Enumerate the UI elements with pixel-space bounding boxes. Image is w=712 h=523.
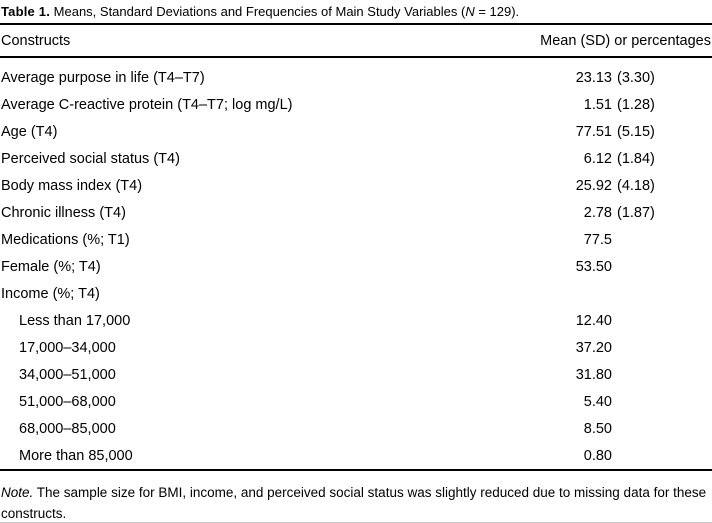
- value-mean: 23.13: [575, 69, 612, 86]
- table-number: Table 1.: [1, 4, 51, 19]
- construct-label: More than 85,000: [19, 447, 133, 464]
- table-row-income-bracket: 68,000–85,000 8.50: [0, 415, 712, 442]
- bottom-rule: [0, 469, 712, 471]
- table-row-income-bracket: 34,000–51,000 31.80: [0, 361, 712, 388]
- value-sd: (3.30): [617, 69, 655, 86]
- table-header-row: Constructs Mean (SD) or percentages: [0, 25, 712, 56]
- table-row: Body mass index (T4) 25.92 (4.18): [0, 172, 712, 199]
- sample-size-symbol: N: [465, 4, 475, 19]
- value-mean: 6.12: [583, 150, 612, 167]
- table-row: Chronic illness (T4) 2.78 (1.87): [0, 199, 712, 226]
- value-sd: (5.15): [617, 123, 655, 140]
- construct-label: Age (T4): [1, 123, 58, 140]
- construct-label: Perceived social status (T4): [1, 150, 180, 167]
- table-caption-suffix: = 129).: [474, 4, 520, 19]
- value-sd: (4.18): [617, 177, 655, 194]
- value-sd: (1.84): [617, 150, 655, 167]
- table-row: Average purpose in life (T4–T7) 23.13 (3…: [0, 64, 712, 91]
- table-note: Note. The sample size for BMI, income, a…: [0, 482, 712, 523]
- construct-label: Female (%; T4): [1, 258, 101, 275]
- top-rule: [0, 23, 712, 25]
- value-mean: 0.80: [583, 447, 612, 464]
- header-rule: [0, 56, 712, 58]
- value-mean: 53.50: [575, 258, 612, 275]
- table-row: Perceived social status (T4) 6.12 (1.84): [0, 145, 712, 172]
- value-mean: 1.51: [583, 96, 612, 113]
- value-mean: 2.78: [583, 204, 612, 221]
- value-mean: 12.40: [575, 312, 612, 329]
- construct-label: Income (%; T4): [1, 285, 100, 302]
- table-caption: Table 1. Means, Standard Deviations and …: [0, 0, 712, 23]
- value-mean: 77.51: [575, 123, 612, 140]
- value-mean: 37.20: [575, 339, 612, 356]
- construct-label: 51,000–68,000: [19, 393, 116, 410]
- construct-label: Chronic illness (T4): [1, 204, 126, 221]
- table-row: Female (%; T4) 53.50: [0, 253, 712, 280]
- construct-label: Body mass index (T4): [1, 177, 143, 194]
- construct-label: Medications (%; T1): [1, 231, 130, 248]
- header-constructs: Constructs: [1, 32, 71, 49]
- value-mean: 77.5: [583, 231, 612, 248]
- table-row-income-bracket: 51,000–68,000 5.40: [0, 388, 712, 415]
- table-row: Medications (%; T1) 77.5: [0, 226, 712, 253]
- note-label: Note.: [1, 485, 34, 500]
- construct-label: 68,000–85,000: [19, 420, 116, 437]
- construct-label: Less than 17,000: [19, 312, 131, 329]
- table-row: Age (T4) 77.51 (5.15): [0, 118, 712, 145]
- construct-label: 34,000–51,000: [19, 366, 116, 383]
- note-text: The sample size for BMI, income, and per…: [1, 485, 707, 521]
- construct-label: Average C-reactive protein (T4–T7; log m…: [1, 96, 293, 113]
- value-mean: 25.92: [575, 177, 612, 194]
- value-mean: 31.80: [575, 366, 612, 383]
- table-body: Average purpose in life (T4–T7) 23.13 (3…: [0, 58, 712, 469]
- value-mean: 8.50: [583, 420, 612, 437]
- table-row-income-bracket: More than 85,000 0.80: [0, 442, 712, 469]
- table-row-income-bracket: Less than 17,000 12.40: [0, 307, 712, 334]
- value-mean: 5.40: [583, 393, 612, 410]
- value-sd: (1.87): [617, 204, 655, 221]
- table-caption-text: Means, Standard Deviations and Frequenci…: [50, 4, 466, 19]
- header-values: Mean (SD) or percentages: [540, 32, 711, 49]
- construct-label: 17,000–34,000: [19, 339, 116, 356]
- value-sd: (1.28): [617, 96, 655, 113]
- table-row: Average C-reactive protein (T4–T7; log m…: [0, 91, 712, 118]
- table-row-income-bracket: 17,000–34,000 37.20: [0, 334, 712, 361]
- table-row-income-group: Income (%; T4): [0, 280, 712, 307]
- construct-label: Average purpose in life (T4–T7): [1, 69, 205, 86]
